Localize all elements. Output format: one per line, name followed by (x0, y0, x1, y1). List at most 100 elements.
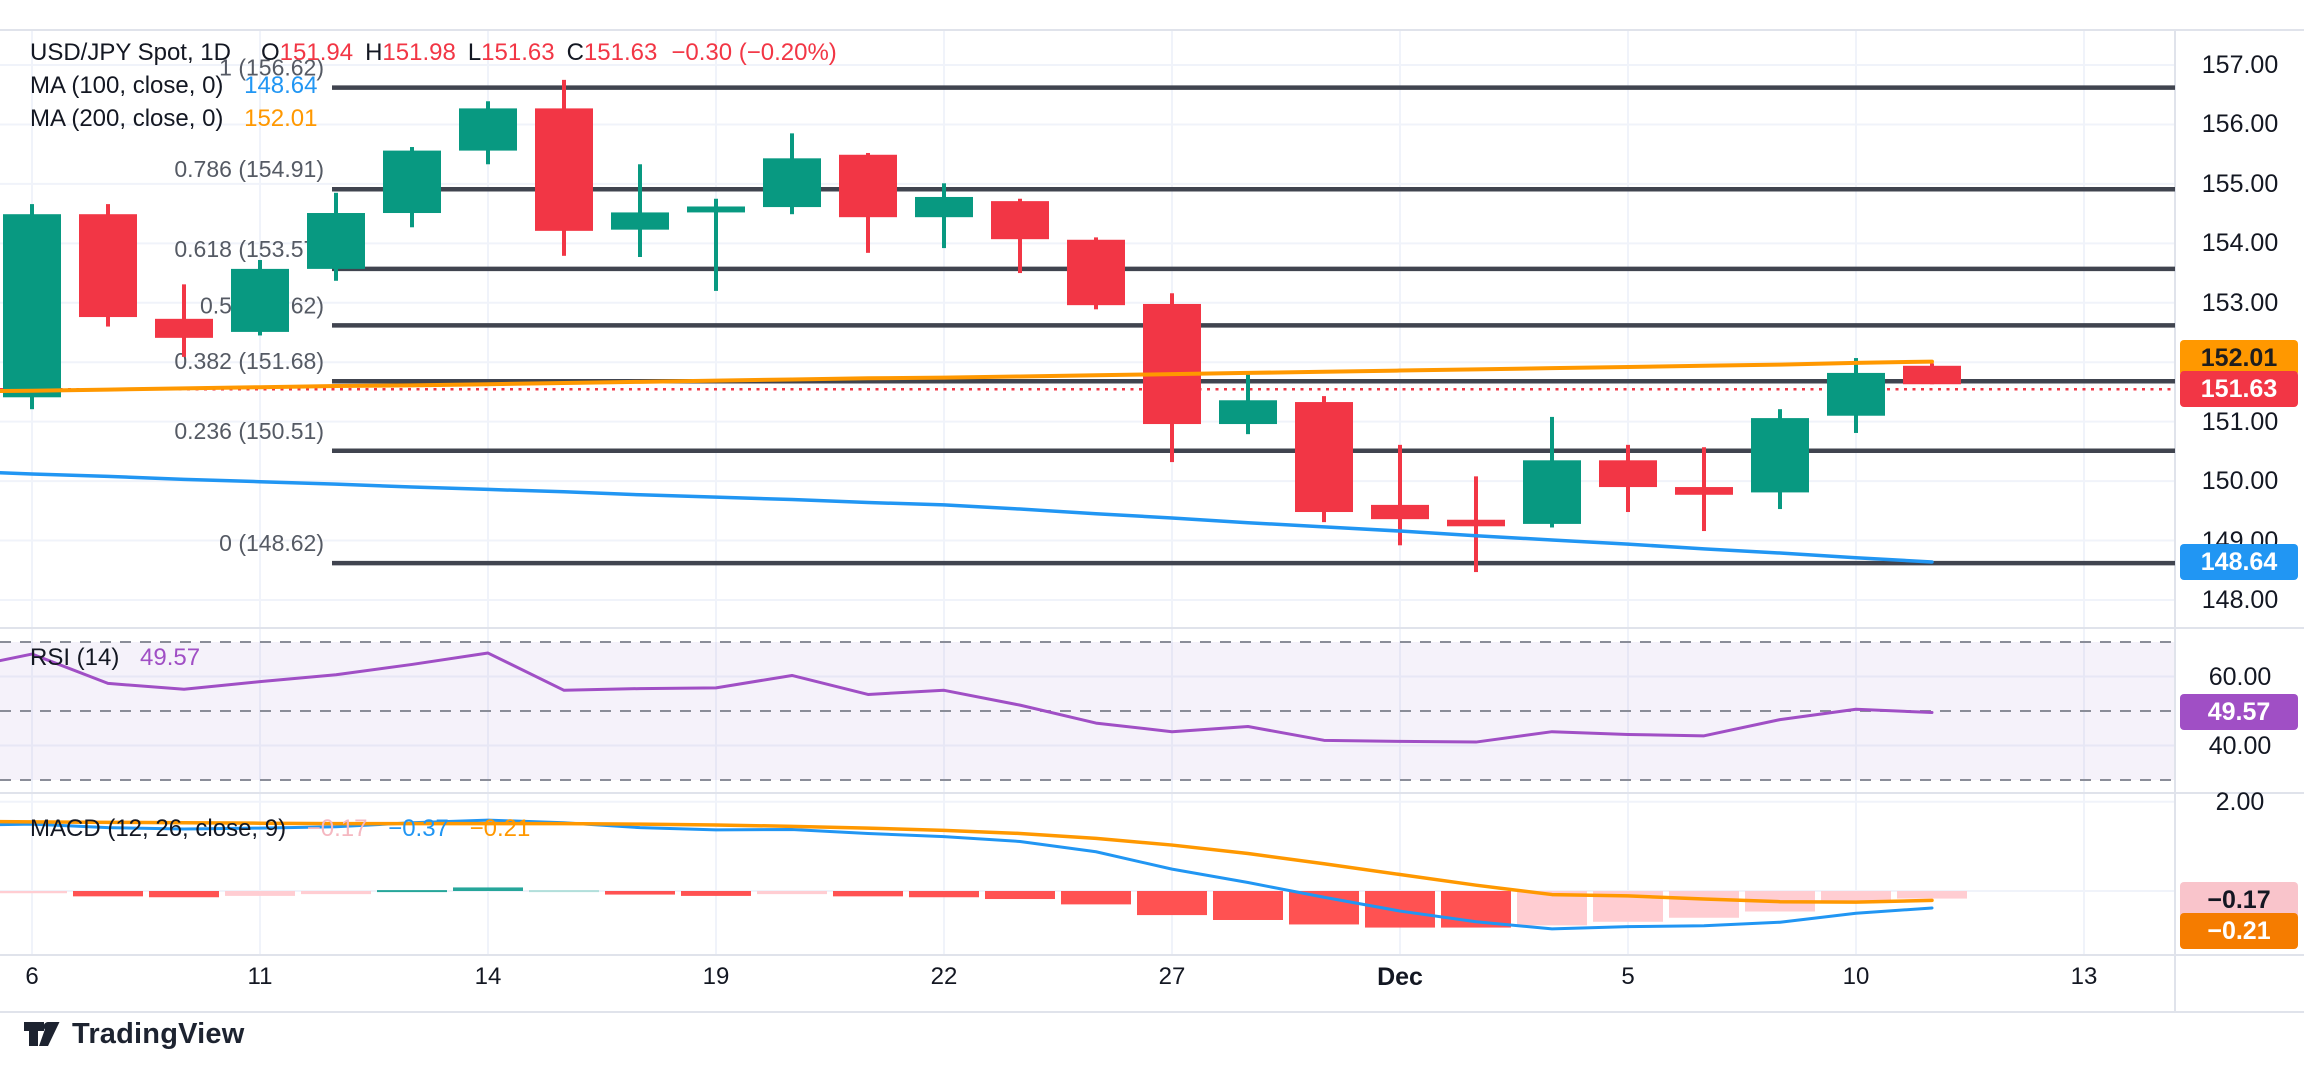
candle[interactable] (459, 101, 517, 165)
candle-body (1903, 365, 1961, 385)
candle[interactable] (1295, 396, 1353, 523)
candle[interactable] (307, 192, 365, 281)
candle[interactable] (611, 164, 669, 258)
fib-level-label: 1 (156.62) (219, 55, 324, 81)
candle-body (1143, 303, 1201, 425)
candle-body (915, 196, 973, 218)
candle[interactable] (1751, 409, 1809, 510)
candle[interactable] (915, 183, 973, 249)
candle-body (991, 201, 1049, 240)
fib-retracement-layer: 1 (156.62) 0.786 (154.91) 0.618 (153.57) 0.… (174, 55, 2175, 566)
macd-histogram-bar (757, 891, 827, 895)
candle-body (1523, 460, 1581, 524)
macd-histogram-layer (0, 887, 1967, 928)
candle[interactable] (991, 198, 1049, 274)
candle[interactable] (1143, 293, 1201, 463)
candle[interactable] (1827, 358, 1885, 433)
rsi-layer (0, 651, 1934, 744)
candle-body (1067, 239, 1125, 306)
candle-body (1827, 372, 1885, 416)
macd-histogram-bar (833, 891, 903, 897)
candle-body (763, 158, 821, 208)
candle-wick (714, 198, 718, 291)
candle[interactable] (79, 204, 137, 327)
candle-body (1751, 418, 1809, 493)
rsi-band-layer (0, 641, 2175, 781)
macd-histogram-bar (225, 891, 295, 896)
candle-body (1599, 460, 1657, 488)
candle[interactable] (3, 204, 61, 410)
candle[interactable] (1903, 363, 1961, 385)
candle[interactable] (839, 152, 897, 253)
fib-level-label: 0 (148.62) (219, 530, 324, 556)
macd-histogram-bar (1821, 891, 1891, 903)
candle-body (1447, 519, 1505, 527)
tradingview-logo[interactable]: TradingView (22, 1016, 245, 1052)
macd-histogram-bar (529, 890, 599, 893)
candle-wick (1398, 444, 1402, 546)
candle-wick (638, 164, 642, 258)
candle[interactable] (1067, 237, 1125, 310)
candle-body (1219, 400, 1277, 425)
macd-histogram-bar (301, 891, 371, 895)
ma100-line (0, 470, 1934, 564)
macd-histogram-bar (377, 890, 447, 893)
candle[interactable] (687, 198, 745, 291)
candle[interactable] (155, 284, 213, 357)
moving-averages-layer (0, 359, 1934, 564)
macd-histogram-bar (1137, 891, 1207, 916)
macd-lines-layer (0, 818, 1934, 931)
candle-body (839, 154, 897, 218)
macd-histogram-bar (1897, 891, 1967, 899)
candle-body (459, 108, 517, 151)
candle[interactable] (1599, 444, 1657, 513)
candle-body (307, 213, 365, 269)
candle-body (535, 108, 593, 231)
grid-layer (0, 31, 2175, 954)
pane-separators (0, 29, 2304, 1013)
macd-histogram-bar (73, 891, 143, 897)
fib-level-label: 0.786 (154.91) (174, 156, 324, 182)
macd-line (0, 818, 1934, 931)
candle[interactable] (1219, 372, 1277, 435)
tradingview-logo-icon (24, 1022, 60, 1046)
candle-body (155, 318, 213, 338)
candle-body (1675, 487, 1733, 495)
candles-layer (3, 79, 1961, 573)
candle-body (687, 206, 745, 213)
candle-body (1371, 504, 1429, 520)
candle[interactable] (763, 133, 821, 215)
fib-level-label: 0.236 (150.51) (174, 418, 324, 444)
candle-body (1295, 402, 1353, 513)
macd-histogram-bar (1365, 891, 1435, 928)
macd-histogram-bar (149, 891, 219, 898)
macd-histogram-bar (0, 891, 67, 894)
candle[interactable] (383, 147, 441, 228)
macd-signal-line (0, 819, 1934, 904)
macd-histogram-bar (1061, 891, 1131, 905)
ma200-line (0, 359, 1934, 394)
rsi-line (0, 651, 1934, 744)
candle[interactable] (231, 259, 289, 336)
fib-level-label: 0.618 (153.57) (174, 236, 324, 262)
macd-histogram-bar (681, 891, 751, 896)
candle-body (383, 150, 441, 214)
candle-body (231, 268, 289, 332)
macd-histogram-bar (453, 887, 523, 891)
candle[interactable] (1371, 444, 1429, 546)
candle[interactable] (1447, 476, 1505, 573)
fib-level-label: 0.382 (151.68) (174, 348, 324, 374)
macd-histogram-bar (909, 891, 979, 898)
candle-body (3, 214, 61, 398)
candle[interactable] (1523, 416, 1581, 528)
candle-body (79, 214, 137, 318)
macd-histogram-bar (985, 891, 1055, 900)
macd-histogram-bar (1213, 891, 1283, 920)
candle[interactable] (535, 79, 593, 256)
macd-histogram-bar (605, 891, 675, 895)
candle-body (611, 212, 669, 230)
tradingview-logo-text: TradingView (72, 1017, 245, 1050)
candle[interactable] (1675, 447, 1733, 532)
